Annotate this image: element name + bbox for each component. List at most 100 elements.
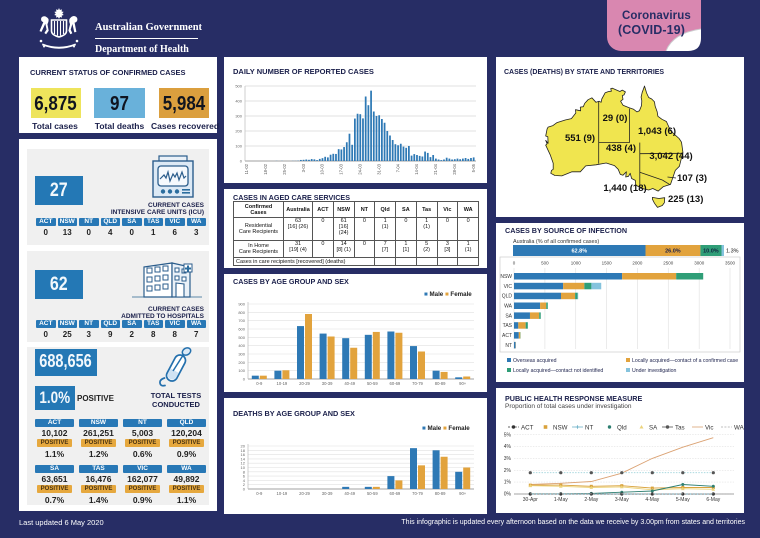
svg-text:Tas: Tas (675, 424, 685, 431)
svg-text:Vic: Vic (705, 424, 713, 431)
svg-text:300: 300 (238, 352, 245, 357)
svg-text:10-03: 10-03 (320, 163, 325, 174)
svg-text:SA: SA (649, 424, 658, 431)
svg-text:5-05: 5-05 (471, 163, 476, 172)
svg-text:0: 0 (240, 159, 243, 164)
svg-text:3-May: 3-May (615, 497, 629, 503)
svg-text:18: 18 (241, 448, 246, 453)
svg-text:30-39: 30-39 (322, 381, 333, 386)
svg-text:Under investigation: Under investigation (632, 368, 677, 374)
svg-text:14-04: 14-04 (414, 163, 419, 174)
svg-text:30-39: 30-39 (322, 491, 333, 496)
svg-text:50-59: 50-59 (367, 491, 378, 496)
svg-text:400: 400 (238, 343, 245, 348)
svg-text:6: 6 (243, 474, 246, 479)
svg-text:SA: SA (505, 313, 512, 319)
svg-text:2: 2 (243, 482, 246, 487)
svg-text:1.3%: 1.3% (726, 249, 739, 255)
svg-text:40-49: 40-49 (344, 381, 355, 386)
svg-text:3-03: 3-03 (301, 163, 306, 172)
svg-text:NT: NT (585, 424, 593, 431)
svg-text:16: 16 (241, 452, 246, 457)
svg-text:20-29: 20-29 (299, 491, 310, 496)
svg-text:14: 14 (241, 456, 246, 461)
svg-text:500: 500 (541, 261, 549, 266)
svg-text:0: 0 (513, 261, 516, 266)
svg-text:26.0%: 26.0% (665, 249, 681, 255)
svg-text:ACT: ACT (521, 424, 534, 431)
svg-text:8: 8 (243, 469, 246, 474)
svg-text:1500: 1500 (602, 261, 613, 266)
svg-text:TAS: TAS (503, 323, 513, 329)
svg-text:40-49: 40-49 (344, 491, 355, 496)
svg-text:5%: 5% (504, 432, 512, 438)
svg-text:31-03: 31-03 (376, 163, 381, 174)
svg-text:17-03: 17-03 (339, 163, 344, 174)
svg-text:WA: WA (504, 304, 513, 310)
svg-text:0: 0 (243, 377, 246, 382)
svg-text:25-02: 25-02 (282, 163, 287, 174)
svg-text:400: 400 (235, 99, 242, 104)
svg-text:10-19: 10-19 (277, 381, 288, 386)
svg-text:10: 10 (241, 465, 246, 470)
svg-text:200: 200 (238, 360, 245, 365)
svg-text:500: 500 (235, 84, 242, 89)
svg-text:90+: 90+ (459, 491, 467, 496)
svg-text:200: 200 (235, 129, 242, 134)
svg-text:NSW: NSW (500, 274, 512, 280)
svg-text:0%: 0% (504, 492, 512, 498)
svg-text:900: 900 (238, 302, 245, 307)
svg-text:Qld: Qld (617, 424, 627, 431)
svg-text:1-May: 1-May (554, 497, 568, 503)
svg-text:600: 600 (238, 327, 245, 332)
svg-text:50-59: 50-59 (367, 381, 378, 386)
svg-text:2-May: 2-May (584, 497, 598, 503)
svg-text:2500: 2500 (663, 261, 674, 266)
svg-text:VIC: VIC (504, 284, 513, 290)
svg-text:70-79: 70-79 (412, 381, 423, 386)
svg-text:12: 12 (241, 461, 246, 466)
svg-text:2%: 2% (504, 468, 512, 474)
svg-text:90+: 90+ (459, 381, 467, 386)
svg-text:1,440 (18): 1,440 (18) (603, 183, 646, 194)
svg-text:500: 500 (238, 335, 245, 340)
svg-text:28-04: 28-04 (452, 163, 457, 174)
svg-text:Locally acquired—contact not i: Locally acquired—contact not identified (513, 368, 603, 374)
svg-text:3,042 (44): 3,042 (44) (649, 151, 692, 162)
svg-text:1000: 1000 (571, 261, 582, 266)
svg-text:NSW: NSW (553, 424, 568, 431)
svg-text:800: 800 (238, 310, 245, 315)
svg-text:300: 300 (235, 114, 242, 119)
svg-text:225 (13): 225 (13) (668, 194, 703, 205)
svg-text:60-69: 60-69 (390, 381, 401, 386)
svg-text:Locally acquired—contact of a: Locally acquired—contact of a confirmed … (632, 358, 738, 364)
svg-text:4%: 4% (504, 444, 512, 450)
svg-text:2000: 2000 (632, 261, 643, 266)
svg-text:3500: 3500 (725, 261, 736, 266)
svg-text:0: 0 (243, 487, 246, 492)
svg-text:7-04: 7-04 (395, 163, 400, 172)
svg-text:107 (3): 107 (3) (677, 173, 707, 184)
svg-text:21-04: 21-04 (433, 163, 438, 174)
svg-text:QLD: QLD (502, 294, 513, 300)
svg-text:11-02: 11-02 (244, 163, 249, 174)
svg-text:20: 20 (241, 444, 246, 449)
svg-text:100: 100 (238, 368, 245, 373)
svg-text:Overseas acquired: Overseas acquired (513, 358, 557, 364)
svg-text:18-02: 18-02 (263, 163, 268, 174)
svg-text:70-79: 70-79 (412, 491, 423, 496)
svg-text:1%: 1% (504, 480, 512, 486)
svg-text:0-9: 0-9 (256, 381, 263, 386)
svg-text:WA: WA (734, 424, 744, 431)
svg-text:10-19: 10-19 (277, 491, 288, 496)
svg-text:ACT: ACT (502, 333, 512, 339)
svg-text:80-89: 80-89 (435, 381, 446, 386)
svg-text:551 (9): 551 (9) (565, 133, 595, 144)
svg-text:4-May: 4-May (645, 497, 659, 503)
svg-text:29 (0): 29 (0) (603, 113, 628, 124)
svg-text:20-29: 20-29 (299, 381, 310, 386)
svg-text:1,043 (6): 1,043 (6) (638, 126, 676, 137)
svg-text:3%: 3% (504, 456, 512, 462)
svg-text:5-May: 5-May (676, 497, 690, 503)
svg-text:24-03: 24-03 (358, 163, 363, 174)
